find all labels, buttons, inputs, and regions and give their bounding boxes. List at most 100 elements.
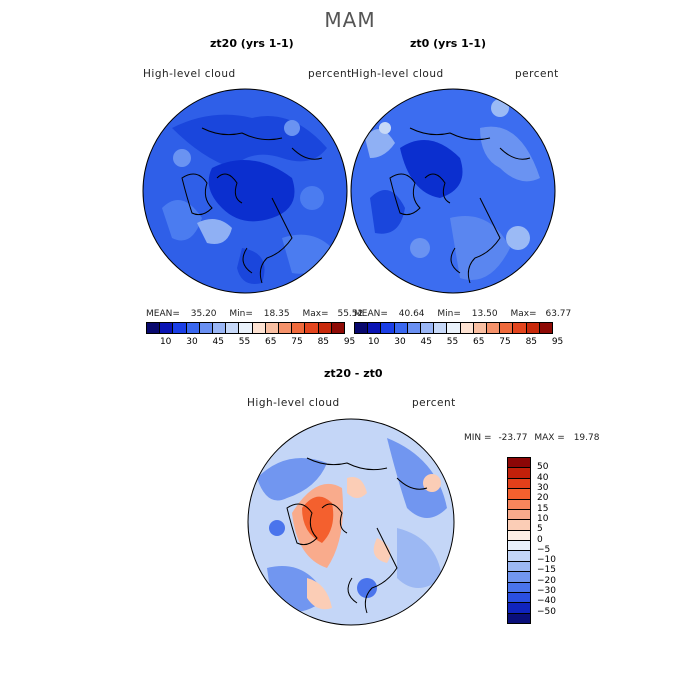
panel1-stats: MEAN= 35.20 Min= 18.35 Max= 55.52 <box>146 309 363 319</box>
panel2-stats: MEAN= 40.64 Min= 13.50 Max= 63.77 <box>354 309 571 319</box>
panel2-max-label: Max= <box>510 309 537 319</box>
panel2-colorbar <box>354 322 553 334</box>
diff-colorbar-label: 15 <box>537 503 549 514</box>
panel2-max: 63.77 <box>545 309 572 319</box>
colorbar-swatch <box>434 323 448 333</box>
diff-colorbar-labels: 50 40 30 20 15 10 5 0 −5 −10 −15 −20 −30 −40 −50 <box>537 457 567 622</box>
colorbar-swatch <box>279 323 293 333</box>
colorbar-tick-label: 95 <box>343 337 356 347</box>
panel1-colorbar <box>146 322 345 334</box>
diff-colorbar-swatch <box>508 561 530 573</box>
colorbar-tick-label: 85 <box>525 337 538 347</box>
colorbar-tick-label: 55 <box>446 337 459 347</box>
panel1-max: 55.52 <box>337 309 364 319</box>
figure-title: MAM <box>324 8 376 32</box>
colorbar-swatch <box>199 323 214 333</box>
colorbar-swatch <box>226 323 240 333</box>
colorbar-swatch <box>447 323 461 333</box>
panel1-mean-label: MEAN= <box>146 309 180 319</box>
colorbar-swatch <box>160 323 174 333</box>
colorbar-swatch <box>292 323 306 333</box>
colorbar-swatch <box>473 323 488 333</box>
diff-panel-title: zt20 - zt0 <box>324 367 383 380</box>
colorbar-swatch <box>526 323 540 333</box>
colorbar-tick-label: 65 <box>265 337 277 347</box>
panel2-colorbar-ticks: 10 30 45 55 65 75 85 95 <box>354 337 563 349</box>
colorbar-swatch <box>460 323 474 333</box>
panel1-colorbar-ticks: 10 30 45 55 65 75 85 95 <box>146 337 355 349</box>
colorbar-tick-label: 85 <box>317 337 330 347</box>
panel1-max-label: Max= <box>302 309 329 319</box>
colorbar-tick-label: 75 <box>291 337 303 347</box>
diff-panel-units: percent <box>412 397 456 409</box>
colorbar-swatch <box>421 323 435 333</box>
colorbar-tick-label: 95 <box>551 337 564 347</box>
colorbar-swatch <box>213 323 227 333</box>
panel1-mean: 35.20 <box>190 309 217 319</box>
diff-colorbar-label: −50 <box>537 606 556 617</box>
panel1-min-label: Min= <box>229 309 253 319</box>
diff-min-label: MIN = <box>464 433 492 443</box>
diff-colorbar-label: −15 <box>537 565 556 576</box>
colorbar-swatch <box>355 323 369 333</box>
panel2-min-label: Min= <box>437 309 461 319</box>
diff-colorbar-label: −10 <box>537 555 556 566</box>
colorbar-tick-label: 10 <box>159 337 172 347</box>
diff-colorbar-label: −30 <box>537 586 556 597</box>
panel2-min: 13.50 <box>471 309 498 319</box>
colorbar-swatch <box>381 323 395 333</box>
colorbar-swatch <box>252 323 266 333</box>
diff-panel-map <box>247 418 455 626</box>
diff-colorbar-swatch <box>508 489 530 500</box>
colorbar-swatch <box>318 323 332 333</box>
panel1-variable: High-level cloud <box>143 68 236 80</box>
diff-colorbar-label: 10 <box>537 513 549 524</box>
colorbar-tick-label: 65 <box>473 337 485 347</box>
colorbar-tick-label: 45 <box>212 337 224 347</box>
diff-colorbar-label: 50 <box>537 462 549 473</box>
panel1-map <box>142 88 348 294</box>
colorbar-tick-label: 30 <box>186 337 198 347</box>
colorbar-swatch <box>368 323 382 333</box>
colorbar-tick-label: 45 <box>420 337 432 347</box>
colorbar-swatch <box>173 323 187 333</box>
colorbar-swatch <box>500 323 514 333</box>
colorbar-swatch <box>394 323 408 333</box>
diff-colorbar-swatch <box>508 572 530 583</box>
diff-colorbar-swatch <box>508 530 530 541</box>
colorbar-tick-label: 30 <box>394 337 406 347</box>
panel2-title: zt0 (yrs 1-1) <box>410 37 487 50</box>
colorbar-swatch <box>265 323 280 333</box>
colorbar-swatch <box>239 323 253 333</box>
colorbar-swatch <box>407 323 422 333</box>
diff-colorbar-label: 30 <box>537 482 549 493</box>
diff-colorbar-swatch <box>508 468 530 479</box>
diff-max-label: MAX = <box>534 433 565 443</box>
colorbar-swatch <box>487 323 501 333</box>
panel2-mean-label: MEAN= <box>354 309 388 319</box>
diff-colorbar-label: 20 <box>537 493 549 504</box>
diff-colorbar-swatch <box>508 613 530 623</box>
diff-colorbar <box>507 457 531 624</box>
panel2-units: percent <box>515 68 559 80</box>
diff-panel-stats: MIN = -23.77 MAX = 19.78 <box>464 433 599 443</box>
diff-colorbar-swatch <box>508 582 530 593</box>
diff-colorbar-swatch <box>508 603 530 614</box>
diff-colorbar-swatch <box>508 499 530 510</box>
diff-colorbar-swatch <box>508 541 530 552</box>
panel1-min: 18.35 <box>263 309 290 319</box>
diff-max: 19.78 <box>573 433 600 443</box>
colorbar-swatch <box>513 323 527 333</box>
diff-colorbar-label: 40 <box>537 472 549 483</box>
colorbar-swatch <box>186 323 200 333</box>
colorbar-swatch <box>539 323 553 333</box>
diff-colorbar-swatch <box>508 592 530 604</box>
colorbar-swatch <box>305 323 319 333</box>
panel2-map <box>350 88 556 294</box>
colorbar-tick-label: 75 <box>499 337 511 347</box>
panel2-mean: 40.64 <box>398 309 425 319</box>
diff-colorbar-swatch <box>508 509 530 521</box>
panel2-variable: High-level cloud <box>351 68 444 80</box>
diff-colorbar-label: 0 <box>537 534 543 545</box>
diff-colorbar-swatch <box>508 551 530 562</box>
